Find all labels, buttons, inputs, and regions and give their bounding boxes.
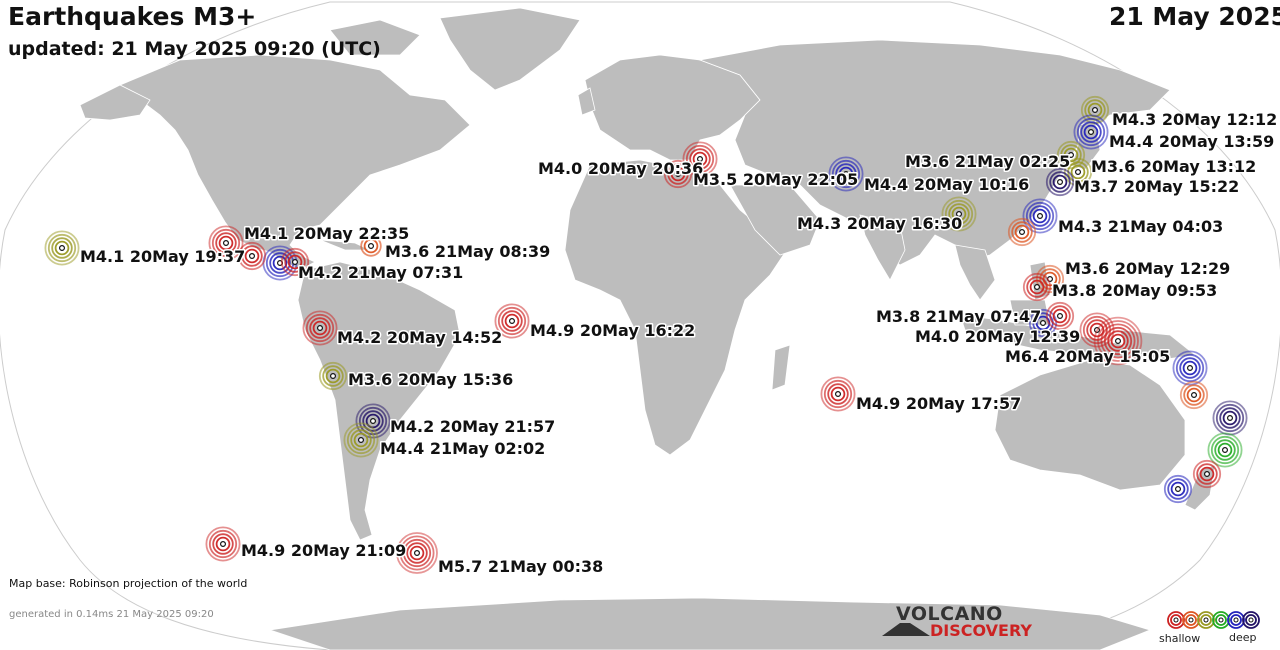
quake-marker[interactable] (1073, 114, 1109, 150)
quake-label: M4.3 20May 16:30 (797, 214, 962, 233)
north-america (119, 54, 471, 271)
quake-label: M3.5 20May 22:05 (693, 170, 858, 189)
uk (577, 87, 596, 116)
europe (584, 54, 761, 161)
logo-line2: DISCOVERY (930, 621, 1033, 640)
legend-depth-ring (1197, 611, 1215, 629)
quake-marker[interactable] (343, 422, 379, 458)
quake-marker[interactable] (941, 196, 977, 232)
africa (564, 159, 791, 456)
quake-label: M3.8 20May 09:53 (1052, 281, 1217, 300)
quake-marker[interactable] (494, 303, 530, 339)
quake-label: M3.6 20May 15:36 (348, 370, 513, 389)
quake-label: M4.3 20May 12:12 (1112, 110, 1277, 129)
logo-line1: VOLCANO (896, 603, 1003, 625)
legend-depth-ring (1242, 611, 1260, 629)
quake-label: M3.8 21May 07:47 (876, 307, 1041, 326)
greenland (439, 7, 581, 91)
quake-label: M3.6 21May 02:25 (905, 152, 1070, 171)
quake-marker[interactable] (820, 376, 856, 412)
quake-marker[interactable] (1007, 217, 1037, 247)
quake-marker[interactable] (205, 526, 241, 562)
quake-label: M4.2 20May 21:57 (390, 417, 555, 436)
quake-label: M4.4 21May 02:02 (380, 439, 545, 458)
quake-label: M4.1 20May 22:35 (244, 224, 409, 243)
quake-label: M3.6 21May 08:39 (385, 242, 550, 261)
quake-marker[interactable] (44, 230, 80, 266)
legend-depth-ring (1167, 611, 1185, 629)
quake-label: M4.1 20May 19:37 (80, 247, 245, 266)
arctic-islands (329, 19, 421, 56)
quake-marker[interactable] (1179, 380, 1209, 410)
quake-marker[interactable] (237, 241, 267, 271)
quake-marker[interactable] (1045, 301, 1075, 331)
volcano-discovery-logo[interactable]: VOLCANO DISCOVERY (880, 603, 1040, 643)
quake-label: M4.4 20May 13:59 (1109, 132, 1274, 151)
india (859, 214, 906, 281)
legend-depth-ring (1182, 611, 1200, 629)
quake-labels: M4.1 20May 19:37 M4.1 20May 22:35 M4.2 21M… (79, 109, 1279, 578)
quake-label: M6.4 20May 15:05 (1005, 347, 1170, 366)
quake-label: M4.9 20May 16:22 (530, 321, 695, 340)
quake-marker[interactable] (828, 156, 864, 192)
quake-marker[interactable] (682, 141, 718, 177)
quake-label: M4.0 20May 20:36 (538, 159, 703, 178)
quake-marker[interactable] (208, 225, 244, 261)
arabia (729, 184, 821, 256)
quake-marker[interactable] (1022, 272, 1052, 302)
quake-marker[interactable] (280, 247, 310, 277)
quake-label: M4.3 21May 04:03 (1058, 217, 1223, 236)
quake-marker[interactable] (1163, 474, 1193, 504)
madagascar (771, 344, 791, 391)
updated-timestamp: updated: 21 May 2025 09:20 (UTC) (8, 38, 381, 60)
quake-marker[interactable] (360, 235, 382, 257)
quake-label: M4.9 20May 21:09 (241, 541, 406, 560)
depth-legend-rings (1167, 611, 1260, 629)
legend-deep-label: deep (1229, 631, 1257, 644)
antarctica (269, 597, 1152, 650)
legend-shallow-label: shallow (1159, 632, 1201, 645)
quake-marker[interactable] (663, 159, 693, 189)
quake-label: M4.4 20May 10:16 (864, 175, 1029, 194)
alaska (79, 84, 151, 121)
generated-note: generated in 0.14ms 21 May 2025 09:20 (9, 609, 214, 620)
quake-label: M3.6 20May 12:29 (1065, 259, 1230, 278)
quake-label: M3.7 20May 15:22 (1074, 177, 1239, 196)
map-base-note: Map base: Robinson projection of the wor… (9, 577, 248, 590)
quake-label: M4.0 20May 12:39 (915, 327, 1080, 346)
legend-depth-ring (1212, 611, 1230, 629)
depth-legend: shallow deep (1158, 606, 1268, 646)
quake-marker[interactable] (1045, 167, 1075, 197)
quake-marker[interactable] (1022, 198, 1058, 234)
quake-markers: M4.1 20May 19:37 M4.1 20May 22:35 M4.2 21M… (44, 95, 1279, 578)
australia (994, 359, 1186, 491)
quake-marker[interactable] (302, 310, 338, 346)
volcano-icon (882, 623, 930, 636)
southeast-asia (954, 244, 996, 301)
legend-depth-ring (1227, 611, 1245, 629)
quake-label: M4.9 20May 17:57 (856, 394, 1021, 413)
quake-marker[interactable] (1207, 432, 1243, 468)
quake-label: M3.6 20May 13:12 (1091, 157, 1256, 176)
quake-marker[interactable] (1192, 459, 1222, 489)
cuba (319, 239, 371, 251)
quake-label: M4.2 20May 14:52 (337, 328, 502, 347)
quake-label: M4.2 21May 07:31 (298, 263, 463, 282)
date-label: 21 May 2025 (1108, 2, 1280, 31)
quake-marker[interactable] (396, 532, 438, 574)
quake-marker[interactable] (1172, 350, 1208, 386)
page-title: Earthquakes M3+ (8, 2, 257, 31)
quake-marker[interactable] (318, 361, 348, 391)
quake-marker[interactable] (1093, 316, 1143, 366)
quake-label: M5.7 21May 00:38 (438, 557, 603, 576)
